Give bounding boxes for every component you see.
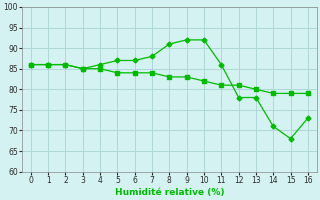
- X-axis label: Humidité relative (%): Humidité relative (%): [115, 188, 224, 197]
